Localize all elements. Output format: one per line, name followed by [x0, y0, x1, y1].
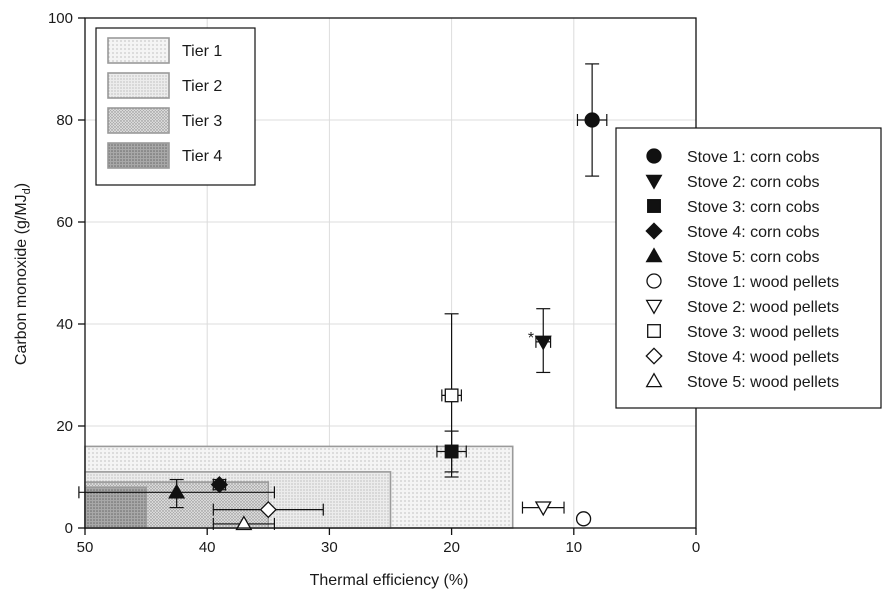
data-point — [259, 501, 277, 519]
tier-legend-swatch — [107, 142, 170, 169]
y-tick-label: 0 — [65, 520, 73, 537]
legend-marker — [645, 372, 663, 388]
x-tick-label: 30 — [321, 539, 338, 556]
x-tick-label: 0 — [692, 539, 700, 556]
tier-region — [84, 486, 147, 529]
series-legend-label: Stove 5: corn cobs — [687, 249, 820, 266]
legend-marker — [645, 174, 663, 190]
data-point — [444, 388, 459, 403]
series-legend-label: Stove 2: corn cobs — [687, 174, 820, 191]
series-legend-label: Stove 1: wood pellets — [687, 274, 839, 291]
annotations: * — [528, 330, 534, 347]
annotation-asterisk: * — [528, 330, 534, 347]
data-point — [575, 511, 592, 527]
x-axis-label: Thermal efficiency (%) — [310, 572, 469, 589]
legend-marker — [645, 299, 663, 315]
x-tick-label: 40 — [199, 539, 216, 556]
series-legend-label: Stove 4: corn cobs — [687, 224, 820, 241]
series-legend-label: Stove 5: wood pellets — [687, 374, 839, 391]
legend-marker — [647, 324, 661, 338]
y-tick-label: 60 — [56, 214, 73, 231]
series-legend-label: Stove 1: corn cobs — [687, 149, 820, 166]
y-axis-label-main: Carbon monoxide (g/MJ — [13, 194, 30, 365]
tier-legend-label: Tier 2 — [182, 78, 222, 95]
y-tick-label: 40 — [56, 316, 73, 333]
tier-legend-swatch — [107, 72, 170, 99]
x-tick-label: 10 — [565, 539, 582, 556]
tier-legend-label: Tier 4 — [182, 148, 222, 165]
tier-legend-label: Tier 3 — [182, 113, 222, 130]
series-legend-label: Stove 2: wood pellets — [687, 299, 839, 316]
data-point — [168, 483, 186, 499]
series-legend: Stove 1: corn cobs Stove 2: corn cobs Stov… — [615, 127, 882, 409]
legend-marker — [645, 247, 663, 263]
y-axis-label-close: ) — [13, 183, 30, 188]
y-tick-label: 80 — [56, 112, 73, 129]
legend-marker — [645, 347, 663, 365]
series-legend-box — [615, 127, 882, 409]
y-axis-label-subscript: d — [21, 188, 33, 194]
y-axis-label: Carbon monoxide (g/MJd) — [13, 183, 33, 365]
tier-legend-swatch — [107, 107, 170, 134]
tier-legend-swatch — [107, 37, 170, 64]
y-tick-label: 100 — [48, 10, 73, 27]
tier-legend-label: Tier 1 — [182, 43, 222, 60]
legend-marker — [645, 222, 663, 240]
data-point — [235, 515, 253, 531]
x-tick-label: 50 — [77, 539, 94, 556]
tier-legend: Tier 1 Tier 2 Tier 3 Tier 4 — [95, 27, 256, 186]
series-legend-label: Stove 4: wood pellets — [687, 349, 839, 366]
legend-marker — [646, 273, 662, 289]
x-tick-label: 20 — [443, 539, 460, 556]
legend-marker — [646, 148, 662, 164]
tier-regions — [84, 445, 514, 529]
data-point — [534, 335, 552, 351]
data-point — [444, 444, 459, 459]
y-tick-label: 20 — [56, 418, 73, 435]
data-point — [210, 476, 229, 494]
series-legend-label: Stove 3: wood pellets — [687, 324, 839, 341]
grid-lines — [85, 18, 696, 528]
data-point — [584, 112, 600, 128]
data-markers — [168, 112, 600, 531]
series-legend-label: Stove 3: corn cobs — [687, 199, 820, 216]
data-point — [534, 501, 552, 517]
legend-marker — [647, 199, 661, 213]
